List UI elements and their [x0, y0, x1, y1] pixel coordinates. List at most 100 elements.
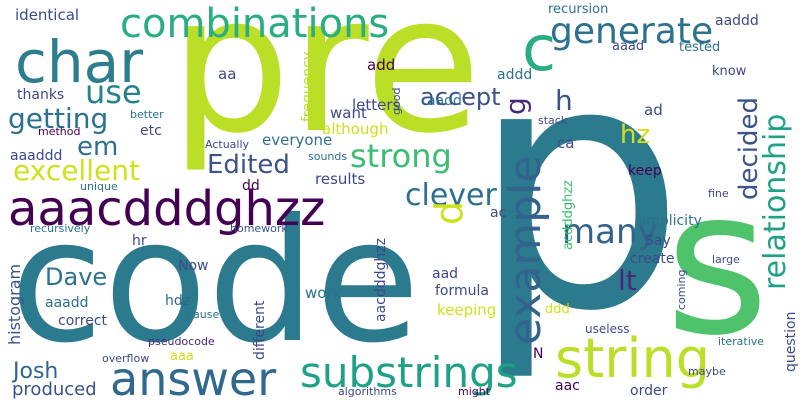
word-recursion: recursion [548, 2, 608, 17]
word-relationship: relationship [758, 114, 793, 290]
word-add: add [367, 56, 395, 74]
word-fine: fine [708, 187, 729, 200]
word-strong: strong [350, 137, 452, 175]
word-ad: ad [644, 101, 663, 119]
word-coming: coming [675, 269, 688, 310]
word-say: Say [645, 233, 671, 249]
word-question: question [783, 312, 799, 372]
word-method: method [38, 125, 80, 138]
word-aaad: aaad [612, 39, 644, 54]
word-aad: aad [432, 266, 458, 282]
word-aac: aac [555, 378, 580, 394]
word-edited: Edited [207, 150, 290, 180]
word-iterative: iterative [718, 335, 764, 348]
word-stack: stack [538, 114, 568, 127]
word-actually: Actually [205, 138, 250, 151]
word-although: although [322, 120, 388, 138]
word-em: em [77, 132, 118, 162]
word-getting: getting [8, 102, 108, 135]
word-dd: dd [242, 178, 260, 194]
word-aaaddd: aaaddd [10, 148, 62, 164]
word-string: string [555, 327, 710, 390]
word-now: Now [178, 258, 209, 274]
word-n: N [533, 346, 543, 362]
word-cause: cause [187, 308, 219, 321]
word-different: different [252, 300, 268, 360]
word-thanks: thanks [17, 87, 64, 103]
word-algorithms: algorithms [338, 385, 397, 398]
word-homework: homework [230, 222, 288, 235]
word-pre: pre [170, 0, 481, 175]
word-keeping: keeping [437, 301, 496, 319]
word-lt: lt [618, 264, 637, 297]
word-josh: Josh [11, 359, 58, 384]
word-c: c [522, 12, 556, 85]
word-might: might [458, 385, 491, 398]
word-s: s [665, 147, 769, 380]
word-many: many [562, 212, 658, 252]
word-example: example [500, 156, 551, 345]
word-acdddghzz: acdddghzz [561, 180, 576, 250]
word-generate: generate [550, 11, 713, 52]
word-p: p [470, 0, 686, 386]
word-better: better [130, 108, 164, 121]
word-code: code [10, 183, 420, 381]
word-hz: hz [620, 120, 650, 150]
word-answer: answer [110, 352, 276, 400]
word-aaa: aaa [170, 349, 194, 364]
word-useless: useless [585, 322, 629, 336]
word-combinations: combinations [120, 1, 389, 47]
word-clever: clever [405, 178, 497, 213]
word-ca: ca [557, 134, 574, 152]
word-substrings: substrings [300, 348, 518, 397]
word-aaddd: aaddd [715, 13, 759, 29]
word-sounds: sounds [308, 150, 347, 163]
word-keep: keep [628, 163, 662, 179]
word-want: want [330, 104, 367, 122]
word-unique: unique [80, 180, 118, 193]
word-know: know [712, 64, 747, 79]
word-aaacdddghzz: aaacdddghzz [8, 181, 325, 237]
word-pseudocode: pseudocode [148, 335, 215, 348]
word-aaadd: aaadd [45, 295, 89, 311]
word-create: create [630, 251, 674, 267]
word-hr: hr [132, 233, 147, 249]
word-aadd: aadd [427, 93, 462, 109]
word-order: order [630, 383, 668, 399]
word-hdz: hdz [165, 293, 190, 309]
word-maybe: maybe [688, 365, 726, 378]
word-everyone: everyone [262, 131, 332, 149]
word-g: g [499, 97, 532, 115]
word-letters: letters [352, 96, 401, 114]
word-correct: correct [58, 313, 108, 329]
word-recursively: recursively [30, 222, 91, 235]
word-char: char [15, 28, 143, 96]
word-aa: aa [218, 65, 236, 83]
word-ddd: ddd [545, 302, 570, 317]
word-decided: decided [734, 97, 764, 200]
word-ac: ac [490, 205, 506, 221]
word-accept: accept [420, 83, 501, 111]
word-large: large [712, 253, 740, 266]
word-etc: etc [140, 123, 162, 139]
word-overflow: overflow [102, 352, 149, 365]
word-dave: Dave [45, 263, 107, 291]
word-use: use [85, 73, 142, 111]
word-addd: addd [497, 67, 532, 83]
word-excellent: excellent [13, 154, 140, 187]
word-aacdddghzz: aacdddghzz [373, 238, 389, 322]
word-h: h [555, 84, 573, 117]
word-produced: produced [12, 379, 97, 400]
word-work: work [305, 284, 342, 302]
word-histogram: histogram [5, 264, 24, 345]
word-d: d [427, 201, 471, 225]
word-results: results [315, 170, 365, 188]
word-tested: tested [679, 40, 720, 55]
word-formula: formula [435, 283, 489, 299]
word-frequency: frequency [300, 52, 316, 122]
word-good: good [390, 88, 403, 115]
word-identical: identical [15, 6, 79, 24]
word-simplicity: simplicity [635, 213, 702, 229]
